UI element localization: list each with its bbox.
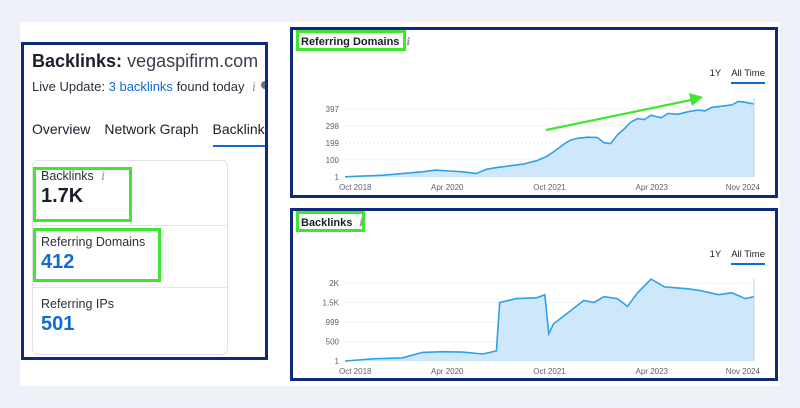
live-update-line: Live Update: 3 backlinks found today i xyxy=(32,79,256,94)
period-all-time[interactable]: All Time xyxy=(731,68,765,84)
stat-backlinks[interactable]: Backlinks i 1.7K xyxy=(41,169,105,208)
live-update-suffix: found today xyxy=(176,79,245,94)
page-title-domain[interactable]: vegaspifirm.com xyxy=(127,51,259,71)
x-tick-label: Apr 2020 xyxy=(431,367,464,376)
stat-referring-domains-label: Referring Domains xyxy=(41,235,146,249)
series-area xyxy=(345,279,754,361)
tab-overview[interactable]: Overview xyxy=(32,121,91,137)
x-tick-label: Nov 2024 xyxy=(726,183,761,192)
stat-backlinks-label-row: Backlinks i xyxy=(41,169,105,183)
y-tick-label: 298 xyxy=(326,122,340,131)
info-icon[interactable]: i xyxy=(252,80,256,94)
series-area xyxy=(345,101,754,177)
y-tick-label: 2K xyxy=(329,279,339,288)
chart-title-row: Referring Domains i xyxy=(301,36,410,48)
page-title-prefix: Backlinks: xyxy=(32,51,123,71)
stat-referring-ips-value[interactable]: 501 xyxy=(41,313,75,335)
backlinks-chart-panel: Backlinks i 1Y All Time 1 500 999 1.5K 2K Oct… xyxy=(290,208,778,381)
x-tick-label: Oct 2021 xyxy=(533,183,566,192)
x-tick-label: Apr 2023 xyxy=(636,183,669,192)
y-tick-label: 1.5K xyxy=(323,299,340,308)
info-icon[interactable]: i xyxy=(359,218,364,229)
stat-referring-ips[interactable]: Referring IPs 501 xyxy=(41,297,114,336)
y-tick-label: 100 xyxy=(326,156,340,165)
x-tick-label: Oct 2018 xyxy=(339,183,372,192)
x-tick-label: Apr 2023 xyxy=(636,367,669,376)
series-line xyxy=(344,100,755,178)
chart-title: Referring Domains xyxy=(301,36,400,48)
divider xyxy=(33,287,227,288)
live-update-label: Live Update: xyxy=(32,79,105,94)
referring-domains-chart-panel: Referring Domains i 1Y All Time 1 100 199 2… xyxy=(290,27,778,198)
tab-backlinks[interactable]: Backlinks xyxy=(212,121,265,147)
y-tick-label: 500 xyxy=(326,338,340,347)
x-tick-label: Nov 2024 xyxy=(726,367,761,376)
backlinks-chart: 1 500 999 1.5K 2K Oct 2018 Apr 2020 Oct 2021 Apr… xyxy=(323,278,761,376)
period-1y[interactable]: 1Y xyxy=(709,68,722,79)
x-tick-label: Oct 2021 xyxy=(533,367,566,376)
more-options-icon[interactable] xyxy=(261,81,265,89)
y-tick-label: 999 xyxy=(326,318,340,327)
stat-referring-domains[interactable]: Referring Domains 412 xyxy=(41,235,145,274)
backlinks-overview-panel: Backlinks: vegaspifirm.com Live Update: … xyxy=(21,42,268,360)
referring-domains-chart: 1 100 199 298 397 Oct 2018 Apr 2020 Oct 2021 Apr… xyxy=(326,93,761,192)
stat-backlinks-label: Backlinks xyxy=(41,169,94,183)
y-tick-label: 199 xyxy=(326,139,340,148)
info-icon[interactable]: i xyxy=(101,169,106,183)
tab-bar: Overview Network Graph Backlinks xyxy=(32,121,265,147)
period-1y[interactable]: 1Y xyxy=(709,249,722,260)
stat-backlinks-value: 1.7K xyxy=(41,185,84,207)
trend-arrow xyxy=(545,93,703,132)
external-link-icon[interactable] xyxy=(267,54,268,66)
period-all-time[interactable]: All Time xyxy=(731,249,765,265)
info-icon[interactable]: i xyxy=(406,37,411,48)
highlight-box xyxy=(33,228,161,282)
trend-arrow-head xyxy=(689,93,703,106)
series-line xyxy=(344,278,755,362)
period-selector: 1Y All Time xyxy=(710,68,765,84)
period-selector: 1Y All Time xyxy=(710,249,765,265)
chart-title: Backlinks xyxy=(301,217,353,229)
tab-network-graph[interactable]: Network Graph xyxy=(104,121,199,137)
x-tick-label: Oct 2018 xyxy=(339,367,372,376)
highlight-box xyxy=(33,167,132,222)
live-update-link[interactable]: 3 backlinks xyxy=(108,79,173,94)
trend-arrow-shaft xyxy=(545,98,692,132)
stat-referring-domains-value[interactable]: 412 xyxy=(41,251,75,273)
chart-title-row: Backlinks i xyxy=(301,217,363,229)
highlight-box xyxy=(296,211,365,232)
y-tick-label: 1 xyxy=(335,173,340,182)
stat-referring-ips-label: Referring IPs xyxy=(41,297,114,311)
page-title: Backlinks: vegaspifirm.com xyxy=(32,51,268,72)
y-tick-label: 1 xyxy=(335,357,340,366)
x-tick-label: Apr 2020 xyxy=(431,183,464,192)
highlight-box xyxy=(296,30,406,51)
divider xyxy=(33,225,227,226)
y-tick-label: 397 xyxy=(326,105,340,114)
